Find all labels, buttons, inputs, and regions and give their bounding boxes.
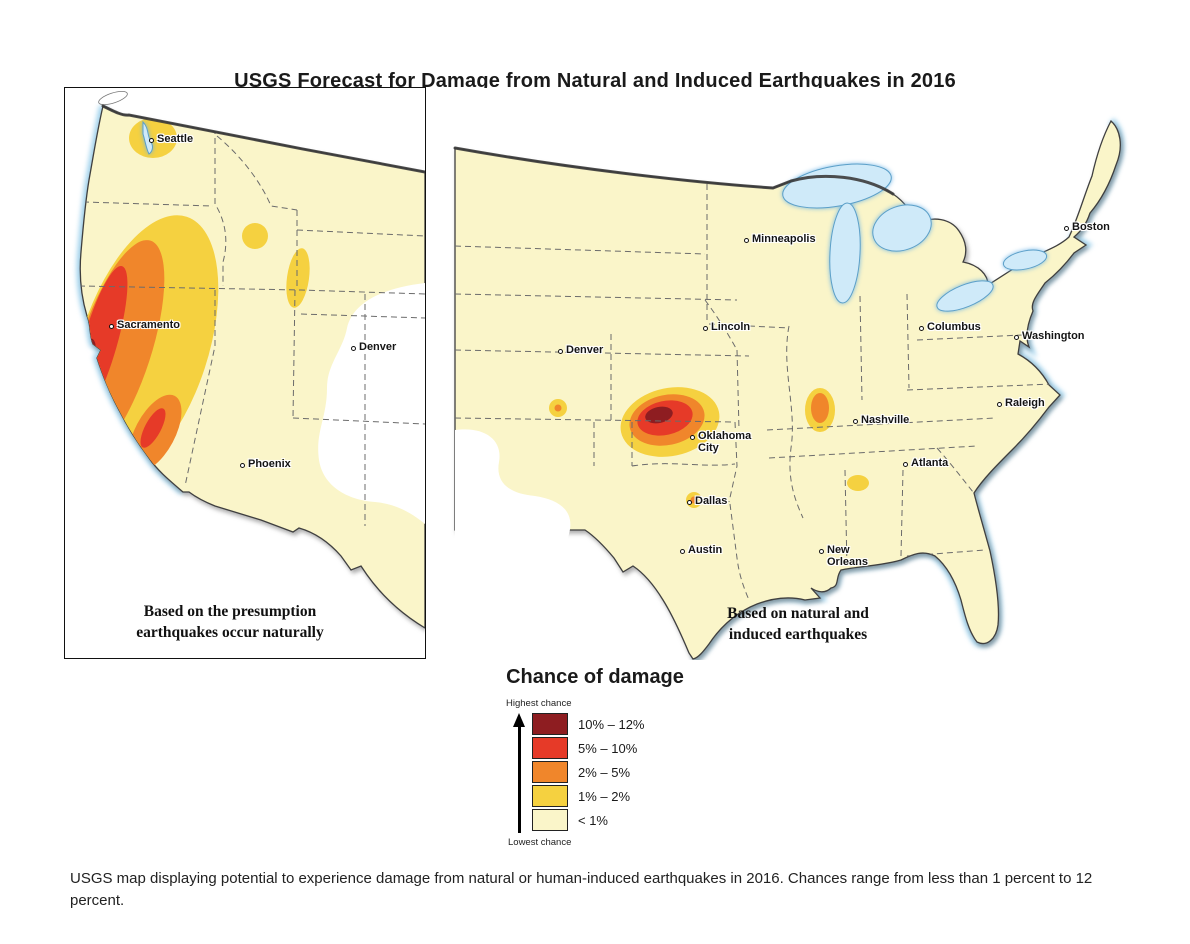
no-data-region [455,429,590,612]
caption-line: Based on natural and [727,605,869,623]
caption-line: earthquakes occur naturally [136,624,324,642]
hazard-hotspots [549,387,869,508]
caption-line: Based on the presumption [143,603,317,621]
canada-border-line [101,104,425,174]
natural-map-panel: Seattle Sacramento Denver Phoenix Based on … [64,87,426,659]
legend-lowest-label: Lowest chance [508,837,572,848]
legend-swatch [532,809,568,831]
lake-erie [936,280,994,312]
canada-border-line [453,146,895,196]
legend-row: 1% – 2% [532,785,645,807]
legend-title: Chance of damage [506,666,684,688]
induced-map-caption: Based on natural and induced earthquakes [467,604,1129,646]
legend-bin-label: 1% – 2% [578,788,631,804]
legend-rows: 10% – 12% 5% – 10% 2% – 5% 1% – 2% < 1% [532,713,645,833]
legend-block: Highest chance 10% – 12% 5% – 10% 2% – 5% 1… [506,698,696,848]
legend-swatch [532,713,568,735]
legend-swatch [532,737,568,759]
lake-superior [782,163,892,209]
figure-title: USGS Forecast for Damage from Natural an… [234,70,956,93]
legend-bin-label: 5% – 10% [578,740,638,756]
legend-row: 2% – 5% [532,761,645,783]
legend-row: < 1% [532,809,645,831]
vancouver-island [98,90,128,106]
caption-line: induced earthquakes [728,626,868,644]
arrow-head-icon [513,713,525,727]
induced-map-panel: Minneapolis Boston Lincoln Columbus Washingt… [437,88,1129,660]
no-data-region [318,283,425,524]
lake-huron [872,204,932,252]
legend-swatch [532,785,568,807]
legend-arrow-icon [506,713,532,833]
induced-map [453,118,1125,660]
figure-caption: USGS map displaying potential to experie… [70,870,1093,909]
legend-bin-label: < 1% [578,812,608,828]
arrow-line [517,726,521,833]
lake-ontario [1002,249,1048,271]
legend-row: 10% – 12% [532,713,645,735]
legend-bin-label: 2% – 5% [578,764,631,780]
natural-map-caption: Based on the presumption earthquakes occ… [65,602,395,644]
natural-map [76,90,425,629]
state-boundaries [455,184,1053,601]
legend: Chance of damage Highest chance 10% – 12… [0,666,1190,848]
legend-row: 5% – 10% [532,737,645,759]
state-boundaries [80,128,425,526]
puget-sound-water [142,120,153,155]
legend-bin-label: 10% – 12% [578,716,645,732]
legend-highest-label: Highest chance [506,698,572,709]
legend-swatch [532,761,568,783]
great-lakes [782,163,1048,312]
lake-michigan [829,202,861,304]
